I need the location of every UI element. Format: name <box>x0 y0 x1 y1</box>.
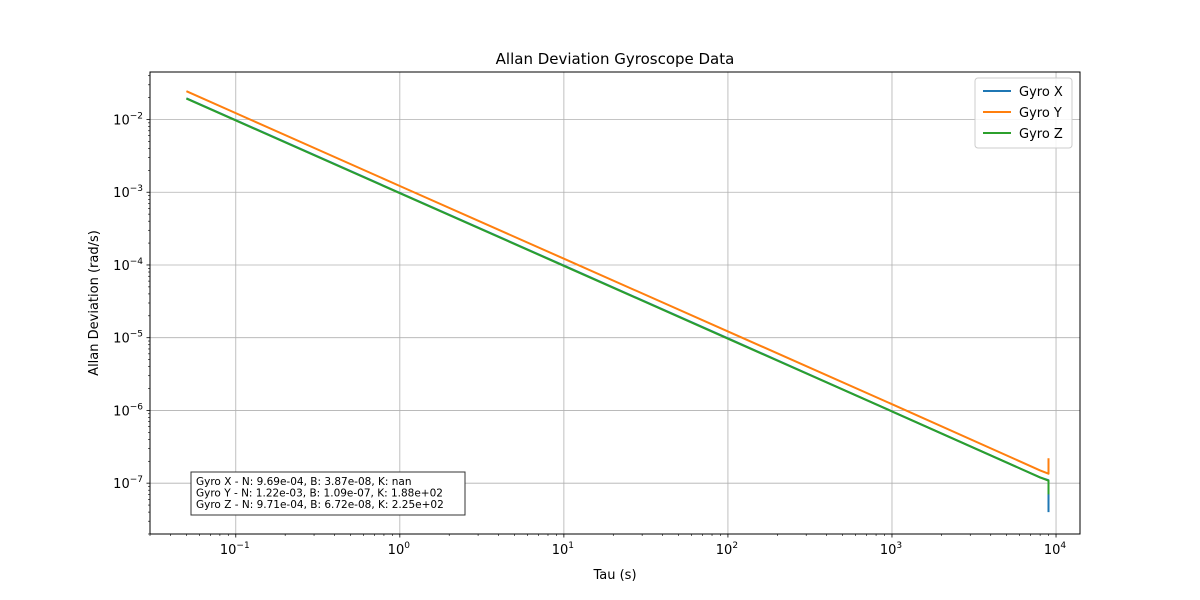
y-tick-label: 10−7 <box>113 475 143 492</box>
legend-box <box>974 77 1073 149</box>
y-tick-label: 10−6 <box>113 402 143 419</box>
axis-ticks: 10−1 100 101 102 103 104 10−7 10−6 10−5 10−4 10−3 1… <box>113 75 1067 558</box>
annotation-line: Gyro X - N: 9.69e-04, B: 3.87e-08, K: na… <box>196 476 412 488</box>
y-tick-label: 10−5 <box>113 330 143 347</box>
chart-title: Allan Deviation Gyroscope Data <box>496 50 735 68</box>
annotation-box <box>190 471 466 516</box>
series-line-gyro-z <box>185 97 1050 495</box>
parameters-annotation-box: Gyro X - N: 9.69e-04, B: 3.87e-08, K: na… <box>190 471 466 516</box>
grid-lines <box>150 72 1080 534</box>
series-line-gyro-y <box>185 90 1050 475</box>
x-tick-label: 101 <box>552 541 574 558</box>
y-tick-label: 10−2 <box>113 112 143 129</box>
x-tick-label: 10−1 <box>220 541 250 558</box>
x-tick-label: 102 <box>716 541 738 558</box>
annotation-line: Gyro Z - N: 9.71e-04, B: 6.72e-08, K: 2.… <box>196 499 444 511</box>
x-axis-label: Tau (s) <box>592 568 636 583</box>
series-lines <box>185 90 1050 513</box>
x-tick-label: 103 <box>880 541 902 558</box>
x-tick-label: 104 <box>1044 541 1067 558</box>
y-tick-label: 10−3 <box>113 184 143 201</box>
legend-entry-label: Gyro Y <box>1019 106 1062 121</box>
legend: Gyro X Gyro Y Gyro Z <box>974 77 1073 149</box>
x-tick-label: 100 <box>388 541 411 558</box>
legend-entry-label: Gyro X <box>1019 85 1063 100</box>
annotation-line: Gyro Y - N: 1.22e-03, B: 1.09e-07, K: 1.… <box>196 488 443 500</box>
y-tick-label: 10−4 <box>113 257 143 274</box>
y-axis-label: Allan Deviation (rad/s) <box>87 230 102 376</box>
legend-entry-label: Gyro Z <box>1019 127 1063 142</box>
